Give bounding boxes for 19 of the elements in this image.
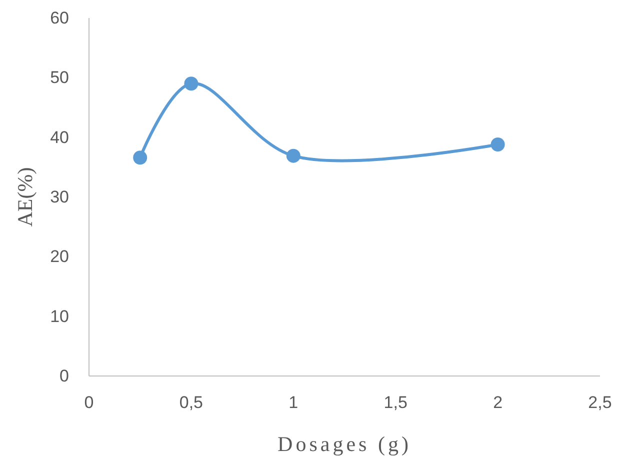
x-tick-label: 0 bbox=[84, 393, 94, 412]
point bbox=[184, 76, 198, 91]
point bbox=[490, 137, 505, 152]
y-tick-label: 40 bbox=[50, 128, 69, 147]
y-tick-label: 20 bbox=[50, 247, 69, 266]
y-tick-label: 0 bbox=[60, 366, 69, 386]
x-tick-label: 1,5 bbox=[384, 393, 408, 412]
point bbox=[133, 150, 148, 165]
point bbox=[286, 148, 300, 163]
y-tick-label: 60 bbox=[50, 8, 69, 28]
x-tick-label: 0,5 bbox=[179, 393, 204, 412]
y-tick-label: 50 bbox=[50, 68, 69, 88]
y-tick-label: 30 bbox=[50, 188, 69, 206]
x-axis-title: Dosages (g) bbox=[278, 432, 412, 456]
x-tick-label: 2 bbox=[493, 393, 503, 412]
y-tick-label: 10 bbox=[50, 306, 69, 326]
x-tick-label: 1 bbox=[288, 393, 298, 412]
y-axis-title: AE(%) bbox=[13, 167, 37, 227]
x-tick-label: 2,5 bbox=[588, 393, 612, 412]
